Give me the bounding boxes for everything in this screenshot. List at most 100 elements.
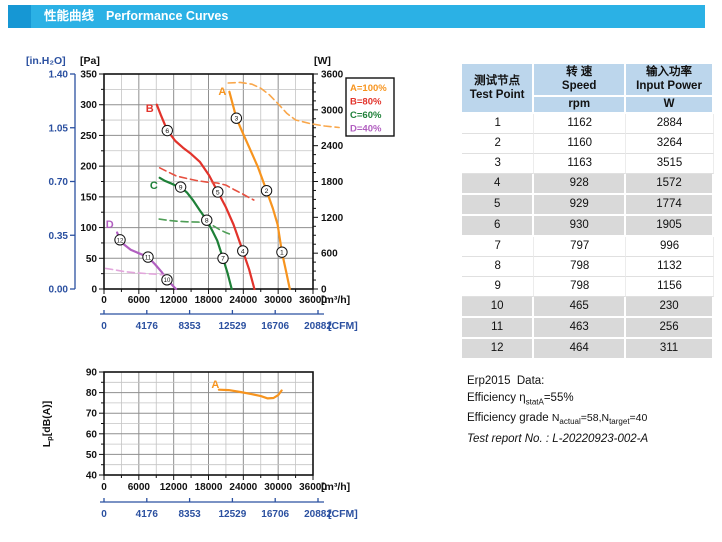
- unit-label-w: W: [626, 96, 714, 115]
- svg-text:C: C: [150, 180, 158, 192]
- table-row: 8 798 1132: [462, 257, 714, 278]
- svg-text:6000: 6000: [128, 482, 151, 493]
- cell-test-point: 11: [462, 318, 535, 340]
- svg-text:0.00: 0.00: [49, 285, 69, 296]
- svg-text:6: 6: [165, 128, 169, 135]
- col-header-speed: 转 速 Speed: [534, 64, 627, 97]
- cell-speed: 463: [534, 318, 627, 340]
- svg-text:[Pa]: [Pa]: [80, 55, 100, 67]
- table-row: 6 930 1905: [462, 216, 714, 238]
- cell-power: 1572: [626, 174, 714, 196]
- svg-text:3600: 3600: [321, 70, 344, 81]
- cell-power: 2884: [626, 114, 714, 135]
- erp-data-block: Erp2015 Data: Efficiency ηstatA=55% Effi…: [467, 373, 718, 447]
- right-panel: 测试节点 Test Point 转 速 Speed 输入功率 Input Pow…: [462, 64, 718, 448]
- svg-text:5: 5: [216, 189, 220, 196]
- table-row: 3 1163 3515: [462, 154, 714, 175]
- section-title-zh: 性能曲线: [44, 9, 95, 23]
- cell-test-point: 9: [462, 277, 535, 298]
- svg-text:16706: 16706: [261, 321, 289, 332]
- svg-text:50: 50: [86, 450, 98, 461]
- table-row: 5 929 1774: [462, 195, 714, 217]
- series-C-power: [158, 218, 234, 237]
- section-title: 性能曲线 Performance Curves: [44, 5, 228, 28]
- cell-power: 311: [626, 339, 714, 361]
- svg-text:D=40%: D=40%: [350, 124, 382, 135]
- svg-text:10: 10: [164, 278, 171, 284]
- svg-text:0: 0: [101, 509, 107, 520]
- cell-power: 256: [626, 318, 714, 340]
- cell-speed: 798: [534, 277, 627, 298]
- svg-text:12000: 12000: [160, 482, 188, 493]
- svg-text:6000: 6000: [128, 295, 151, 306]
- svg-text:1.05: 1.05: [49, 123, 69, 134]
- cell-speed: 1162: [534, 114, 627, 135]
- svg-text:600: 600: [321, 249, 338, 260]
- svg-text:1800: 1800: [321, 177, 344, 188]
- cfm-axis: 0 4176 8353 12529 16706 20882[CFM]: [100, 310, 358, 332]
- cell-test-point: 12: [462, 339, 535, 361]
- section-header: 性能曲线 Performance Curves: [8, 5, 705, 28]
- table-header: 测试节点 Test Point 转 速 Speed 输入功率 Input Pow…: [462, 64, 714, 115]
- svg-text:0: 0: [321, 285, 327, 296]
- svg-text:3: 3: [234, 116, 238, 123]
- svg-text:B=80%: B=80%: [350, 97, 382, 108]
- svg-text:60: 60: [86, 429, 98, 440]
- svg-text:24000: 24000: [229, 482, 257, 493]
- table-row: 9 798 1156: [462, 277, 714, 298]
- cell-power: 1156: [626, 277, 714, 298]
- svg-text:[CFM]: [CFM]: [328, 508, 358, 520]
- table-row: 1 1162 2884: [462, 114, 714, 135]
- svg-text:1: 1: [280, 250, 284, 257]
- svg-text:A: A: [218, 86, 226, 98]
- svg-text:24000: 24000: [229, 295, 257, 306]
- svg-text:A=100%: A=100%: [350, 83, 387, 94]
- svg-text:2: 2: [265, 188, 269, 195]
- table-row: 10 465 230: [462, 297, 714, 319]
- cell-test-point: 6: [462, 216, 535, 238]
- svg-text:0.70: 0.70: [49, 177, 69, 188]
- col-header-test-point: 测试节点 Test Point: [462, 64, 535, 115]
- svg-text:D: D: [106, 219, 114, 231]
- grid: [104, 372, 313, 475]
- svg-text:7: 7: [221, 256, 225, 263]
- cell-test-point: 8: [462, 257, 535, 278]
- noise-y-axis-label: Lp[dB(A)]: [41, 401, 54, 448]
- svg-text:0: 0: [101, 295, 107, 306]
- svg-text:8353: 8353: [178, 509, 201, 520]
- cell-speed: 930: [534, 216, 627, 238]
- svg-text:30000: 30000: [264, 482, 292, 493]
- svg-text:250: 250: [80, 131, 97, 142]
- svg-text:B: B: [146, 103, 154, 115]
- cell-test-point: 4: [462, 174, 535, 196]
- erp-title: Erp2015 Data:: [467, 375, 545, 388]
- erp-grade-line: Efficiency grade Nactual=58,Ntarget=40: [467, 412, 648, 427]
- svg-text:12: 12: [117, 238, 124, 244]
- svg-text:0: 0: [101, 482, 107, 493]
- cell-speed: 928: [534, 174, 627, 196]
- cell-speed: 465: [534, 297, 627, 319]
- section-title-en: Performance Curves: [106, 9, 229, 23]
- svg-text:150: 150: [80, 192, 97, 203]
- header-accent-square: [8, 5, 31, 28]
- table-row: 12 464 311: [462, 339, 714, 361]
- svg-text:16706: 16706: [261, 509, 289, 520]
- svg-text:A: A: [211, 379, 219, 391]
- axes: 40 50 60 70 80 90 0 6000 12000 18000 24000 30000 360…: [41, 368, 350, 494]
- svg-text:50: 50: [86, 254, 98, 265]
- svg-text:[in.H₂O]: [in.H₂O]: [26, 55, 66, 67]
- cell-power: 3515: [626, 154, 714, 175]
- cell-test-point: 7: [462, 237, 535, 258]
- svg-text:1.40: 1.40: [49, 70, 69, 81]
- svg-text:1200: 1200: [321, 213, 344, 224]
- svg-text:12000: 12000: [160, 295, 188, 306]
- series-A-power: [227, 81, 340, 129]
- svg-text:4176: 4176: [136, 321, 159, 332]
- svg-text:300: 300: [80, 100, 97, 111]
- table-row: 4 928 1572: [462, 174, 714, 196]
- table-row: 2 1160 3264: [462, 134, 714, 155]
- svg-text:[CFM]: [CFM]: [328, 320, 358, 332]
